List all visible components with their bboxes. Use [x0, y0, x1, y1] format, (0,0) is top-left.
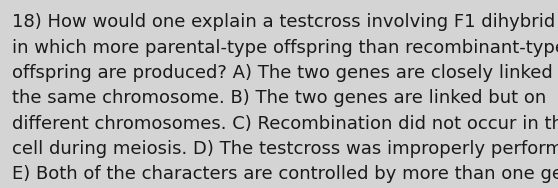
- Text: different chromosomes. C) Recombination did not occur in the: different chromosomes. C) Recombination …: [12, 115, 558, 133]
- Text: 18) How would one explain a testcross involving F1 dihybrid flies: 18) How would one explain a testcross in…: [12, 13, 558, 31]
- Text: cell during meiosis. D) The testcross was improperly performed.: cell during meiosis. D) The testcross wa…: [12, 140, 558, 158]
- Text: the same chromosome. B) The two genes are linked but on: the same chromosome. B) The two genes ar…: [12, 89, 546, 107]
- Text: in which more parental-type offspring than recombinant-type: in which more parental-type offspring th…: [12, 39, 558, 57]
- Text: E) Both of the characters are controlled by more than one gene.: E) Both of the characters are controlled…: [12, 165, 558, 183]
- Text: offspring are produced? A) The two genes are closely linked on: offspring are produced? A) The two genes…: [12, 64, 558, 82]
